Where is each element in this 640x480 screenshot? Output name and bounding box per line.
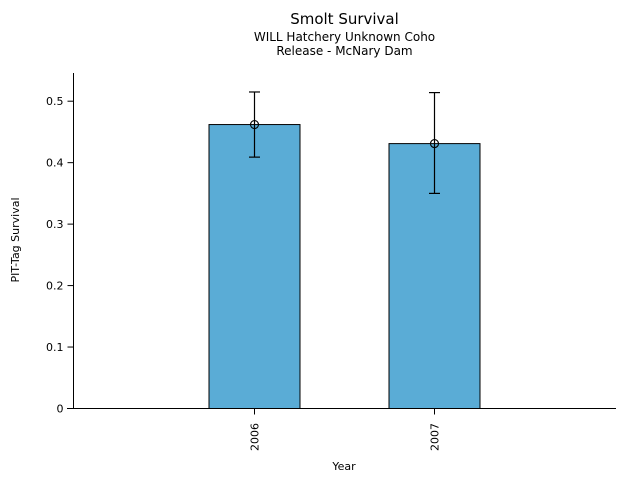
y-tick-label: 0.1	[46, 341, 64, 354]
chart-subtitle-line2: Release - McNary Dam	[276, 44, 413, 58]
chart-subtitle-line1: WILL Hatchery Unknown Coho	[253, 30, 436, 44]
x-tick-label: 2006	[249, 423, 262, 451]
y-tick-label: 0.3	[46, 218, 64, 231]
chart-title: Smolt Survival	[290, 10, 399, 28]
bar-2006	[208, 124, 301, 409]
point-marker-2007	[429, 139, 440, 149]
point-marker-2006	[249, 120, 260, 130]
y-tick-label: 0.2	[46, 279, 64, 292]
y-tick-label: 0	[57, 402, 64, 415]
y-tick-label: 0.4	[46, 157, 64, 170]
y-axis-title: PIT-Tag Survival	[9, 197, 22, 282]
x-tick-label: 2007	[429, 423, 442, 451]
y-tick-label: 0.5	[46, 95, 64, 108]
x-axis-title: Year	[331, 460, 356, 473]
